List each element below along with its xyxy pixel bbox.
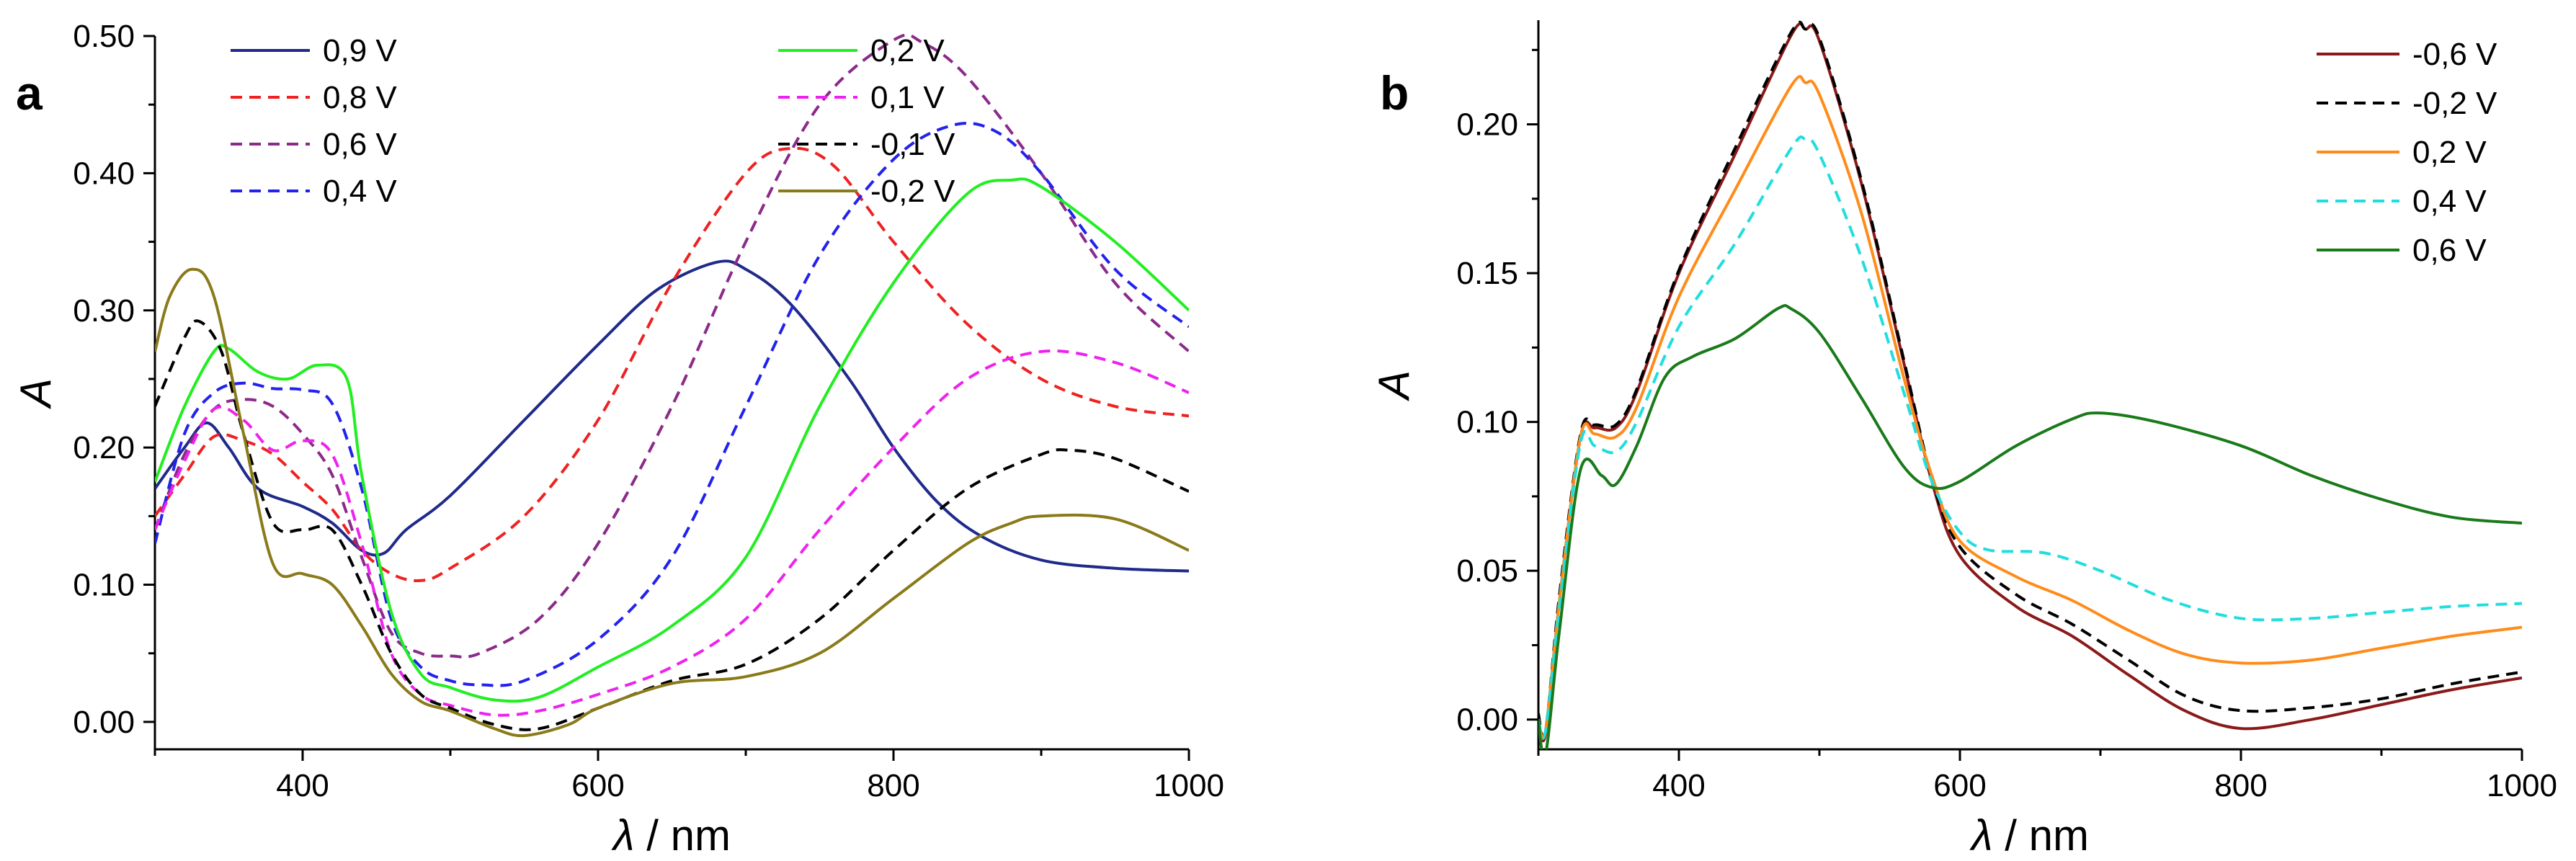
x-tick-label: 600	[571, 768, 624, 803]
legend-label: 0,2 V	[870, 33, 945, 68]
series-line-a-2	[155, 33, 1189, 659]
y-axis-title: A	[1370, 370, 1418, 401]
series-line-b-3	[1538, 135, 2522, 739]
legend-label: -0,2 V	[870, 174, 955, 209]
legend-label: -0,1 V	[870, 127, 955, 162]
y-tick-label: 0.50	[73, 19, 135, 54]
x-tick-label: 600	[1933, 768, 1986, 803]
legend-label: 0,6 V	[323, 127, 397, 162]
legend-label: -0,6 V	[2412, 37, 2497, 72]
legend-label: 0,6 V	[2412, 233, 2487, 268]
series-line-b-2	[1538, 75, 2522, 740]
series-line-a-5	[155, 349, 1189, 717]
x-tick-label: 1000	[2487, 768, 2557, 803]
y-tick-label: 0.30	[73, 293, 135, 329]
series-line-b-1	[1538, 20, 2522, 739]
x-axis-unit: / nm	[1993, 811, 2089, 860]
x-tick-label: 1000	[1154, 768, 1224, 803]
series-line-a-4	[155, 177, 1189, 703]
panel-label: a	[16, 66, 43, 120]
x-axis-title: λ / nm	[1969, 811, 2089, 860]
legend-label: -0,2 V	[2412, 86, 2497, 121]
series-line-a-6	[155, 319, 1189, 731]
chart-panel-b: 0.00 0.05 0.10 0.15 0.20 400 600 800 1000 λ / nm A…	[1370, 20, 2557, 860]
x-axis-symbol: λ	[1969, 811, 1993, 860]
x-axis-symbol: λ	[611, 811, 635, 860]
panel-label: b	[1380, 66, 1409, 120]
series-line-a-0	[155, 259, 1189, 573]
y-tick-label: 0.40	[73, 156, 135, 191]
series-group	[155, 33, 1189, 738]
series-line-a-3	[155, 121, 1189, 687]
y-tick-label: 0.10	[73, 568, 135, 603]
y-tick-label: 0.10	[1456, 405, 1518, 440]
legend: -0,6 V -0,2 V 0,2 V 0,4 V 0,6 V	[2317, 37, 2497, 268]
series-line-b-4	[1538, 304, 2522, 749]
y-axis-title: A	[12, 378, 60, 409]
y-tick-label: 0.00	[73, 705, 135, 740]
legend-label: 0,1 V	[870, 80, 945, 115]
legend-label: 0,2 V	[2412, 135, 2487, 170]
x-tick-label: 800	[867, 768, 919, 803]
x-tick-label: 400	[276, 768, 329, 803]
x-tick-label: 800	[2214, 768, 2267, 803]
x-axis-title: λ / nm	[611, 811, 731, 860]
y-tick-label: 0.20	[1456, 107, 1518, 143]
y-tick-label: 0.15	[1456, 256, 1518, 291]
x-axis-unit: / nm	[635, 811, 731, 860]
y-tick-label: 0.05	[1456, 553, 1518, 589]
legend-label: 0,8 V	[323, 80, 397, 115]
x-tick-label: 400	[1652, 768, 1705, 803]
series-group	[1538, 20, 2522, 749]
series-line-b-0	[1538, 22, 2522, 743]
y-tick-label: 0.00	[1456, 702, 1518, 738]
series-line-a-7	[155, 267, 1189, 738]
series-line-a-1	[155, 146, 1189, 583]
legend-label: 0,4 V	[2412, 184, 2487, 219]
legend: 0,9 V 0,8 V 0,6 V 0,4 V 0,2 V 0,1 V -0,1 V -0,2…	[231, 33, 955, 209]
legend-label: 0,4 V	[323, 174, 397, 209]
legend-label: 0,9 V	[323, 33, 397, 68]
y-tick-label: 0.20	[73, 430, 135, 465]
chart-panel-a: 0.00 0.10 0.20 0.30 0.40 0.50 400 600 800 1000 λ /…	[12, 19, 1224, 860]
